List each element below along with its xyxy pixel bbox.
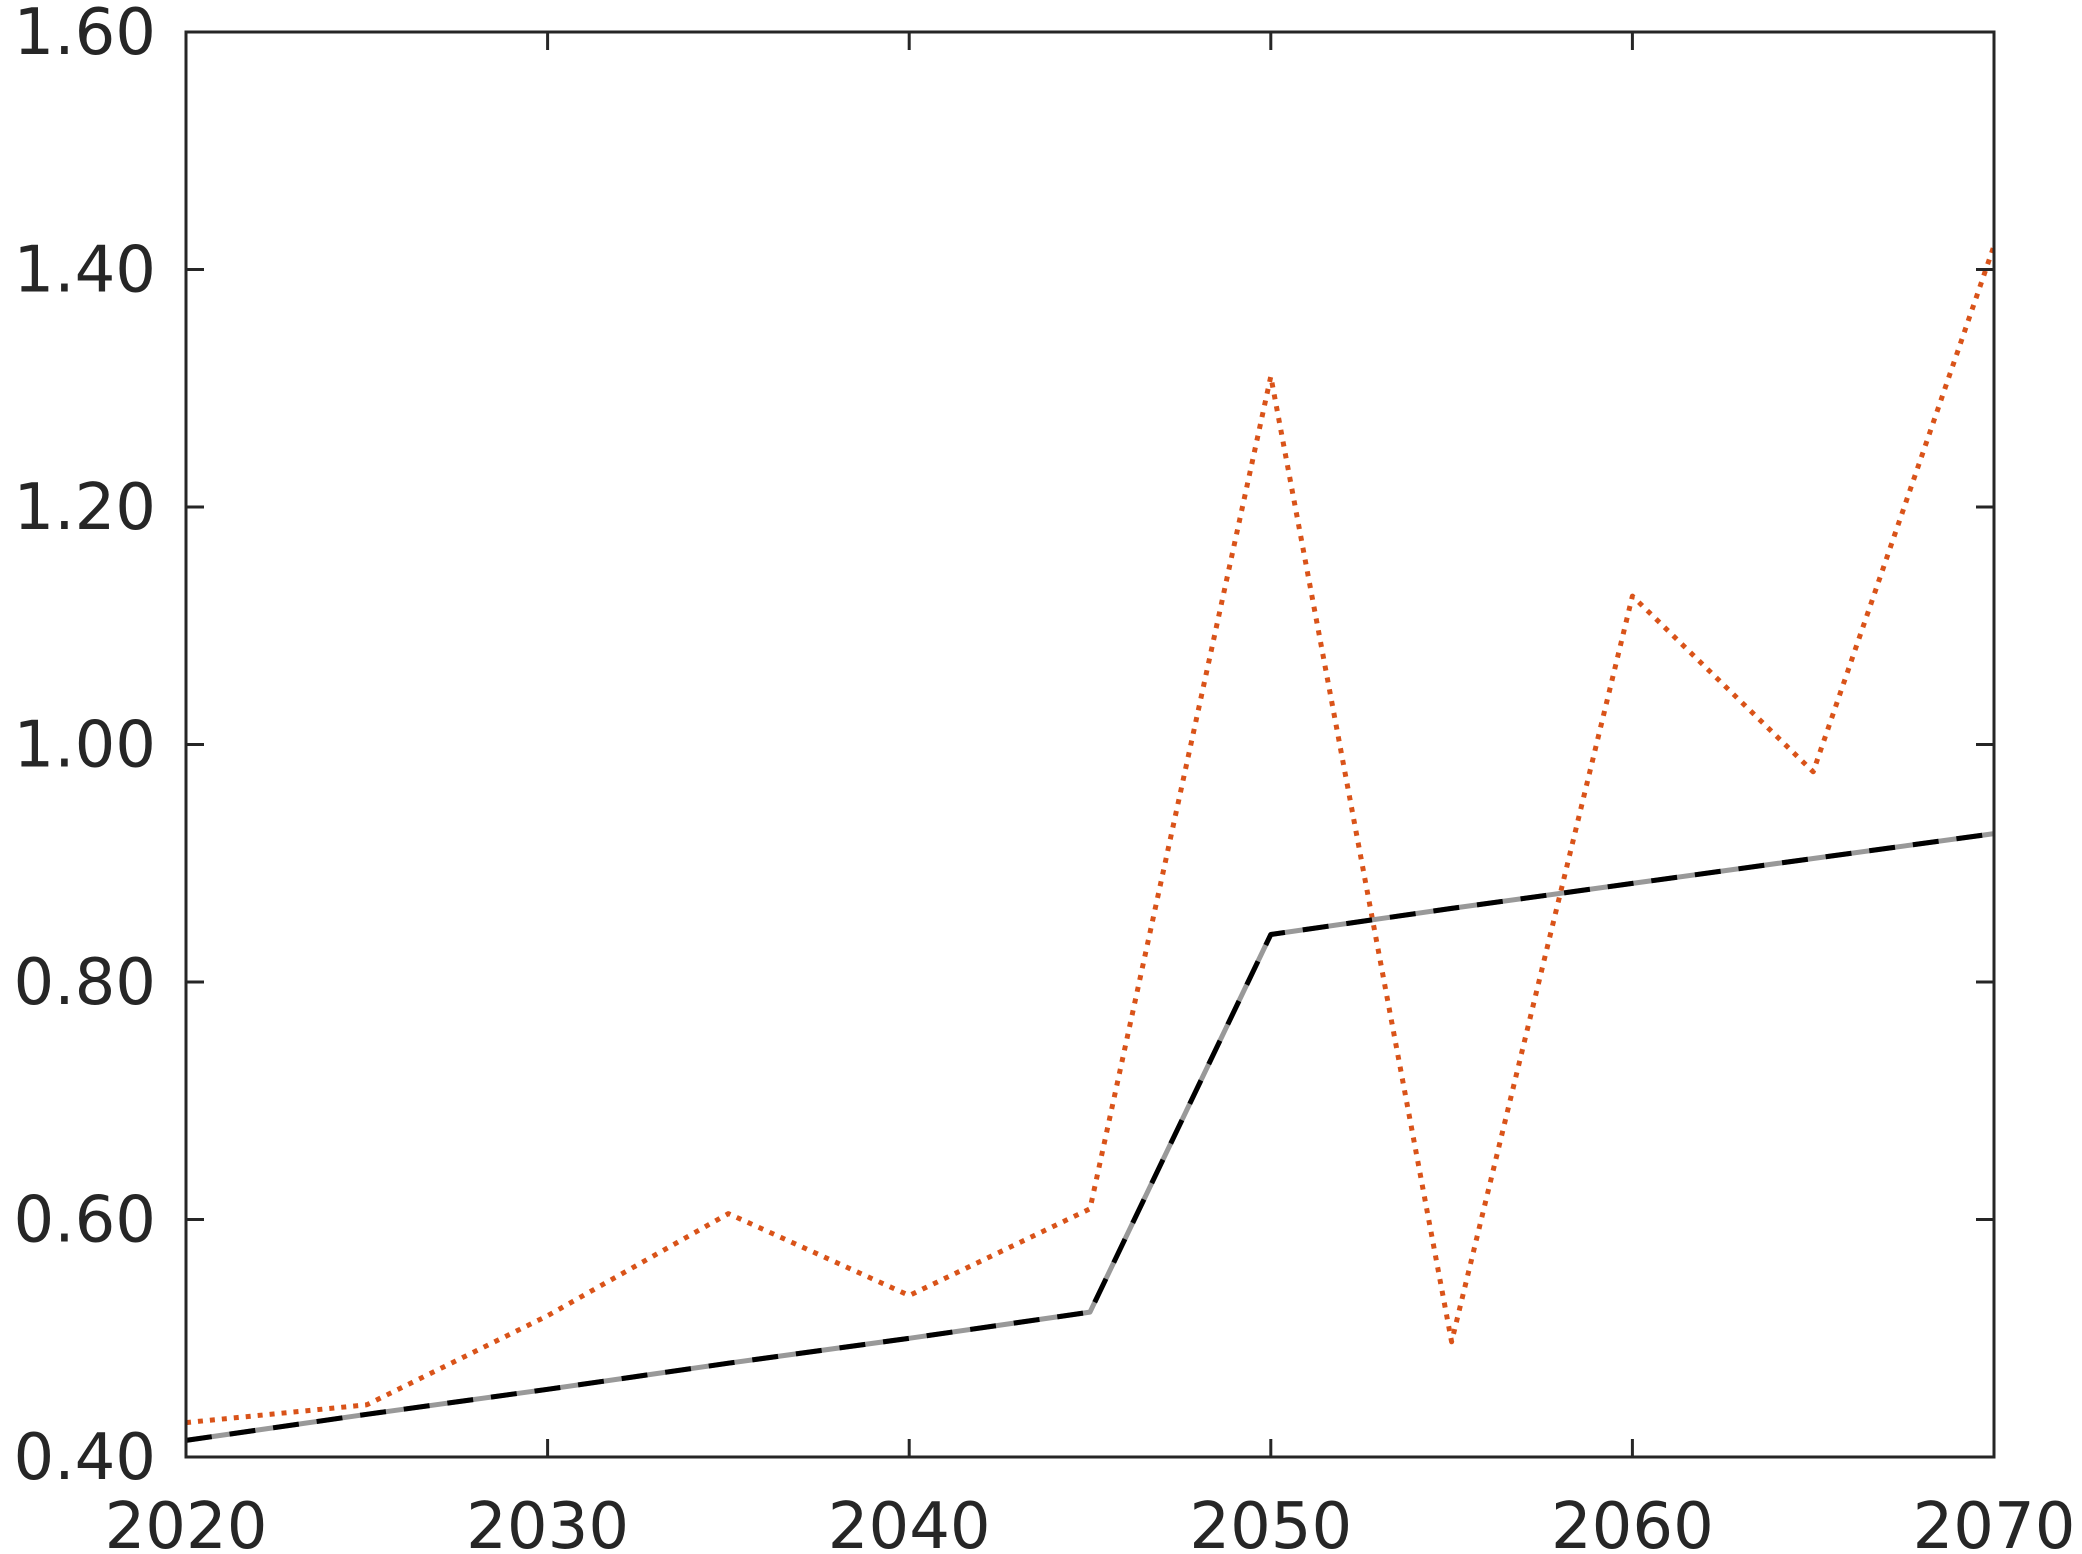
plot-area-frame (184, 30, 1996, 1459)
x-tick-label: 2060 (1551, 1490, 1714, 1554)
y-tick-label: 1.00 (14, 709, 157, 783)
y-tick-label: 1.40 (14, 234, 157, 308)
x-tick-label: 2070 (1913, 1490, 2076, 1554)
y-tick-label: 1.20 (14, 471, 157, 545)
y-tick-label: 0.80 (14, 946, 157, 1020)
series-line-2-solid (185, 831, 1995, 1443)
x-tick-label: 2020 (105, 1490, 268, 1554)
y-tick-label: 1.60 (14, 0, 157, 70)
tick-marks (184, 30, 1996, 1459)
y-axis-tick-labels: 0.40 0.60 0.80 1.00 1.20 1.40 1.60 (14, 0, 157, 1495)
y-tick-label: 0.40 (14, 1421, 157, 1495)
x-tick-label: 2030 (466, 1490, 629, 1554)
y-tick-label: 0.60 (14, 1184, 157, 1258)
x-axis-tick-labels: 2020 2030 2040 2050 2060 2070 (105, 1490, 2076, 1554)
x-tick-label: 2050 (1189, 1490, 1352, 1554)
x-tick-label: 2040 (828, 1490, 991, 1554)
series-layer (185, 244, 1997, 1443)
series-line-1-dotted (185, 244, 1997, 1426)
series-line-3-dashed (185, 831, 1995, 1443)
